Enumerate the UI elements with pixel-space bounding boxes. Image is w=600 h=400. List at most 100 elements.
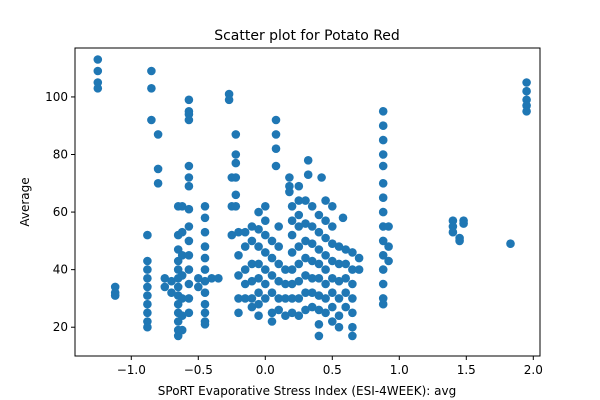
data-point xyxy=(160,274,170,283)
data-point xyxy=(274,259,284,269)
data-point xyxy=(184,308,194,318)
data-point xyxy=(231,173,241,182)
x-tick-label: −1.0 xyxy=(117,363,146,377)
data-point xyxy=(261,294,270,303)
data-point xyxy=(184,236,194,246)
data-point xyxy=(314,274,324,283)
x-tick-label: 2.0 xyxy=(524,363,543,377)
data-point xyxy=(207,274,216,283)
data-point xyxy=(384,242,393,251)
data-point xyxy=(314,227,324,237)
data-point xyxy=(177,227,187,237)
y-tick-label: 80 xyxy=(53,148,68,162)
data-point xyxy=(254,259,263,269)
data-point xyxy=(321,279,330,289)
data-point xyxy=(328,288,337,298)
data-point xyxy=(321,308,330,318)
data-point xyxy=(254,311,263,321)
data-point xyxy=(274,222,284,231)
x-tick-label: −0.5 xyxy=(184,363,213,377)
data-point xyxy=(200,202,210,211)
data-point xyxy=(522,107,531,116)
data-point xyxy=(247,259,257,269)
data-point xyxy=(200,299,210,309)
data-points xyxy=(93,55,531,341)
data-point xyxy=(294,259,304,269)
data-point xyxy=(448,227,458,237)
data-point xyxy=(143,230,152,240)
data-point xyxy=(301,196,310,205)
data-point xyxy=(153,164,163,174)
data-point xyxy=(177,271,187,280)
data-point xyxy=(348,322,357,332)
data-point xyxy=(321,265,330,274)
data-point xyxy=(378,161,388,171)
data-point xyxy=(321,294,330,303)
data-point xyxy=(341,302,351,312)
data-point xyxy=(307,239,317,248)
data-point xyxy=(271,130,281,139)
data-point xyxy=(287,202,297,211)
data-point xyxy=(307,288,317,298)
data-point xyxy=(143,282,152,292)
data-point xyxy=(184,222,194,231)
x-axis-ticks: −1.0 −0.5 0.0 0.5 1.0 1.5 2.0 xyxy=(117,356,543,377)
data-point xyxy=(348,279,357,289)
y-axis-ticks: 20 40 60 80 100 xyxy=(45,90,75,334)
data-point xyxy=(240,265,250,274)
data-point xyxy=(274,294,284,303)
data-point xyxy=(303,170,313,179)
data-point xyxy=(143,274,152,283)
data-point xyxy=(184,204,194,214)
data-point xyxy=(294,311,304,321)
data-point xyxy=(267,288,277,298)
y-tick-label: 100 xyxy=(45,90,68,104)
data-point xyxy=(247,222,257,231)
data-point xyxy=(143,256,152,266)
data-point xyxy=(328,239,337,248)
data-point xyxy=(314,259,324,269)
x-tick-label: 1.5 xyxy=(457,363,476,377)
data-point xyxy=(240,279,250,289)
data-point xyxy=(184,173,194,182)
data-point xyxy=(147,84,156,93)
data-point xyxy=(348,331,357,341)
data-point xyxy=(267,308,277,318)
data-point xyxy=(247,302,257,312)
data-point xyxy=(301,219,310,228)
data-point xyxy=(348,308,357,318)
data-point xyxy=(143,308,152,318)
data-point xyxy=(110,291,120,300)
data-point xyxy=(184,251,194,260)
data-point xyxy=(143,322,152,332)
data-point xyxy=(143,291,152,300)
data-point xyxy=(234,227,243,237)
data-point xyxy=(167,276,176,286)
data-point xyxy=(294,276,304,286)
data-point xyxy=(301,253,310,263)
data-point xyxy=(184,181,194,191)
data-point xyxy=(254,242,263,251)
data-point xyxy=(167,288,176,298)
data-point xyxy=(341,274,351,283)
data-point xyxy=(254,225,263,234)
data-point xyxy=(200,308,210,318)
data-point xyxy=(177,325,187,335)
data-point xyxy=(338,213,348,223)
data-point xyxy=(287,248,297,257)
data-point xyxy=(234,251,243,260)
data-point xyxy=(328,317,337,326)
data-point xyxy=(341,245,351,254)
data-point xyxy=(254,207,263,217)
data-point xyxy=(184,161,194,171)
data-point xyxy=(378,279,388,289)
data-point xyxy=(384,222,393,231)
y-tick-label: 20 xyxy=(53,320,68,334)
data-point xyxy=(321,233,330,243)
data-point xyxy=(200,242,210,251)
data-point xyxy=(285,187,294,197)
plot-area-frame xyxy=(74,47,541,357)
data-point xyxy=(287,279,297,289)
data-point xyxy=(301,288,310,298)
